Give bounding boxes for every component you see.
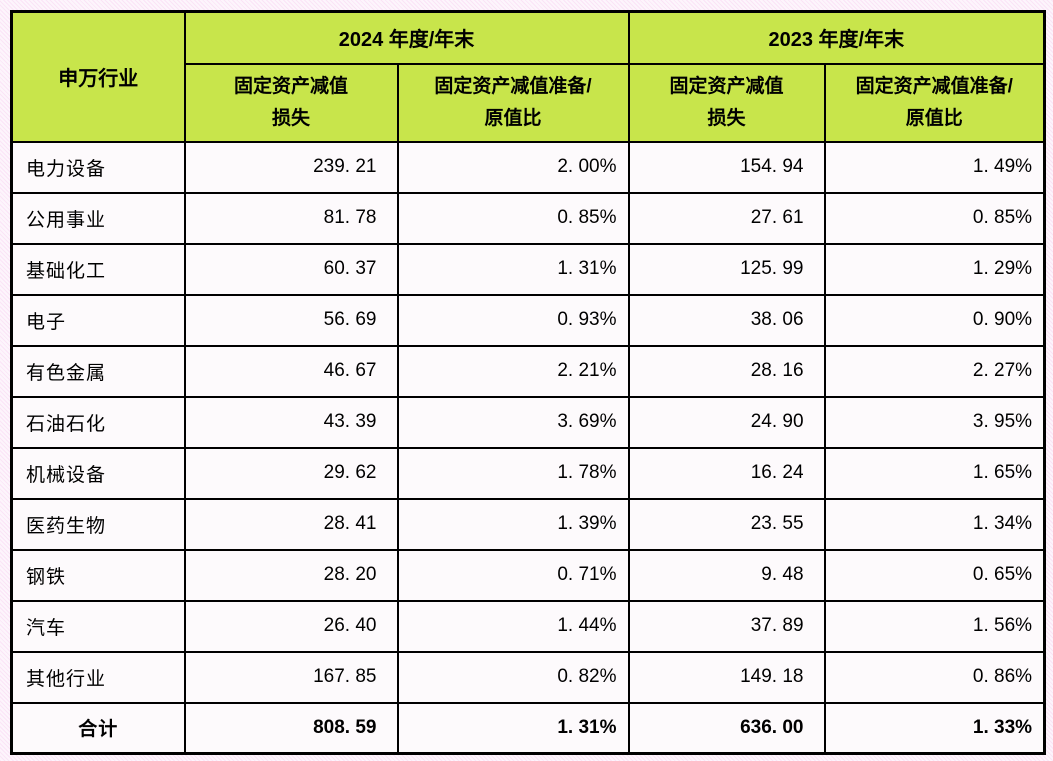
loss-2024-cell: 167. 85 xyxy=(183,650,399,704)
subheader-ratio-2024-line2: 原值比 xyxy=(484,107,542,129)
ratio-2023-cell: 1. 29% xyxy=(823,242,1046,296)
loss-2023-cell: 125. 99 xyxy=(627,242,826,296)
ratio-2024-cell: 1. 39% xyxy=(396,497,630,551)
industry-cell: 电子 xyxy=(10,293,186,347)
subheader-ratio-2024-line1: 固定资产减值准备/ xyxy=(434,75,592,97)
subheader-ratio-2023-line1: 固定资产减值准备/ xyxy=(855,75,1013,97)
total-label-cell: 合计 xyxy=(10,701,186,755)
table-row: 医药生物 28. 41 1. 39% 23. 55 1. 34% xyxy=(10,497,1046,551)
corner-header-industry: 申万行业 xyxy=(10,10,186,143)
industry-cell: 钢铁 xyxy=(10,548,186,602)
subheader-ratio-2023-line2: 原值比 xyxy=(905,107,963,129)
industry-cell: 电力设备 xyxy=(10,140,186,194)
total-ratio-2024-cell: 1. 31% xyxy=(396,701,630,755)
table-row: 有色金属 46. 67 2. 21% 28. 16 2. 27% xyxy=(10,344,1046,398)
group-header-2023: 2023 年度/年末 xyxy=(627,10,1046,65)
total-loss-2024-cell: 808. 59 xyxy=(183,701,399,755)
ratio-2023-cell: 1. 56% xyxy=(823,599,1046,653)
table-row: 其他行业 167. 85 0. 82% 149. 18 0. 86% xyxy=(10,650,1046,704)
table-row: 机械设备 29. 62 1. 78% 16. 24 1. 65% xyxy=(10,446,1046,500)
impairment-table: 申万行业 2024 年度/年末 2023 年度/年末 固定资产减值 损失 固定资… xyxy=(10,10,1047,755)
ratio-2023-cell: 1. 65% xyxy=(823,446,1046,500)
table-header-group-row: 申万行业 2024 年度/年末 2023 年度/年末 xyxy=(10,10,1046,143)
subheader-loss-2024-line2: 损失 xyxy=(271,107,310,129)
subheader-loss-2023-line1: 固定资产减值 xyxy=(669,75,784,97)
table-total-row: 合计 808. 59 1. 31% 636. 00 1. 33% xyxy=(10,701,1046,755)
loss-2023-cell: 149. 18 xyxy=(627,650,826,704)
ratio-2024-cell: 3. 69% xyxy=(396,395,630,449)
loss-2023-cell: 9. 48 xyxy=(627,548,826,602)
subheader-loss-2023: 固定资产减值 损失 xyxy=(627,62,826,143)
industry-cell: 石油石化 xyxy=(10,395,186,449)
table-row: 公用事业 81. 78 0. 85% 27. 61 0. 85% xyxy=(10,191,1046,245)
loss-2023-cell: 23. 55 xyxy=(627,497,826,551)
subheader-loss-2023-line2: 损失 xyxy=(707,107,746,129)
loss-2024-cell: 29. 62 xyxy=(183,446,399,500)
ratio-2024-cell: 2. 21% xyxy=(396,344,630,398)
subheader-loss-2024-line1: 固定资产减值 xyxy=(233,75,348,97)
industry-cell: 医药生物 xyxy=(10,497,186,551)
loss-2024-cell: 46. 67 xyxy=(183,344,399,398)
ratio-2023-cell: 1. 34% xyxy=(823,497,1046,551)
loss-2024-cell: 56. 69 xyxy=(183,293,399,347)
subheader-loss-2024: 固定资产减值 损失 xyxy=(183,62,399,143)
industry-cell: 基础化工 xyxy=(10,242,186,296)
ratio-2024-cell: 0. 85% xyxy=(396,191,630,245)
ratio-2024-cell: 0. 93% xyxy=(396,293,630,347)
loss-2023-cell: 16. 24 xyxy=(627,446,826,500)
ratio-2023-cell: 1. 49% xyxy=(823,140,1046,194)
ratio-2023-cell: 2. 27% xyxy=(823,344,1046,398)
group-header-2024: 2024 年度/年末 xyxy=(183,10,630,65)
impairment-table-container: 申万行业 2024 年度/年末 2023 年度/年末 固定资产减值 损失 固定资… xyxy=(10,10,1047,755)
table-header-sub-row: 固定资产减值 损失 固定资产减值准备/ 原值比 固定资产减值 损失 固定资产减值… xyxy=(12,62,1046,143)
loss-2024-cell: 28. 20 xyxy=(183,548,399,602)
loss-2023-cell: 28. 16 xyxy=(627,344,826,398)
loss-2024-cell: 81. 78 xyxy=(183,191,399,245)
ratio-2023-cell: 3. 95% xyxy=(823,395,1046,449)
loss-2023-cell: 27. 61 xyxy=(627,191,826,245)
loss-2024-cell: 26. 40 xyxy=(183,599,399,653)
subheader-ratio-2024: 固定资产减值准备/ 原值比 xyxy=(396,62,630,143)
ratio-2023-cell: 0. 90% xyxy=(823,293,1046,347)
loss-2024-cell: 60. 37 xyxy=(183,242,399,296)
ratio-2023-cell: 0. 86% xyxy=(823,650,1046,704)
table-row: 石油石化 43. 39 3. 69% 24. 90 3. 95% xyxy=(10,395,1046,449)
industry-cell: 有色金属 xyxy=(10,344,186,398)
industry-cell: 机械设备 xyxy=(10,446,186,500)
industry-cell: 汽车 xyxy=(10,599,186,653)
loss-2024-cell: 43. 39 xyxy=(183,395,399,449)
loss-2024-cell: 239. 21 xyxy=(183,140,399,194)
table-row: 电力设备 239. 21 2. 00% 154. 94 1. 49% xyxy=(10,140,1046,194)
table-row: 钢铁 28. 20 0. 71% 9. 48 0. 65% xyxy=(10,548,1046,602)
table-row: 汽车 26. 40 1. 44% 37. 89 1. 56% xyxy=(10,599,1046,653)
industry-cell: 其他行业 xyxy=(10,650,186,704)
loss-2023-cell: 154. 94 xyxy=(627,140,826,194)
ratio-2024-cell: 0. 71% xyxy=(396,548,630,602)
ratio-2023-cell: 0. 65% xyxy=(823,548,1046,602)
ratio-2024-cell: 1. 44% xyxy=(396,599,630,653)
loss-2024-cell: 28. 41 xyxy=(183,497,399,551)
loss-2023-cell: 37. 89 xyxy=(627,599,826,653)
loss-2023-cell: 38. 06 xyxy=(627,293,826,347)
loss-2023-cell: 24. 90 xyxy=(627,395,826,449)
subheader-ratio-2023: 固定资产减值准备/ 原值比 xyxy=(823,62,1046,143)
table-row: 基础化工 60. 37 1. 31% 125. 99 1. 29% xyxy=(10,242,1046,296)
total-loss-2023-cell: 636. 00 xyxy=(627,701,826,755)
ratio-2024-cell: 0. 82% xyxy=(396,650,630,704)
total-ratio-2023-cell: 1. 33% xyxy=(823,701,1046,755)
ratio-2023-cell: 0. 85% xyxy=(823,191,1046,245)
ratio-2024-cell: 1. 31% xyxy=(396,242,630,296)
ratio-2024-cell: 2. 00% xyxy=(396,140,630,194)
table-row: 电子 56. 69 0. 93% 38. 06 0. 90% xyxy=(10,293,1046,347)
industry-cell: 公用事业 xyxy=(10,191,186,245)
ratio-2024-cell: 1. 78% xyxy=(396,446,630,500)
